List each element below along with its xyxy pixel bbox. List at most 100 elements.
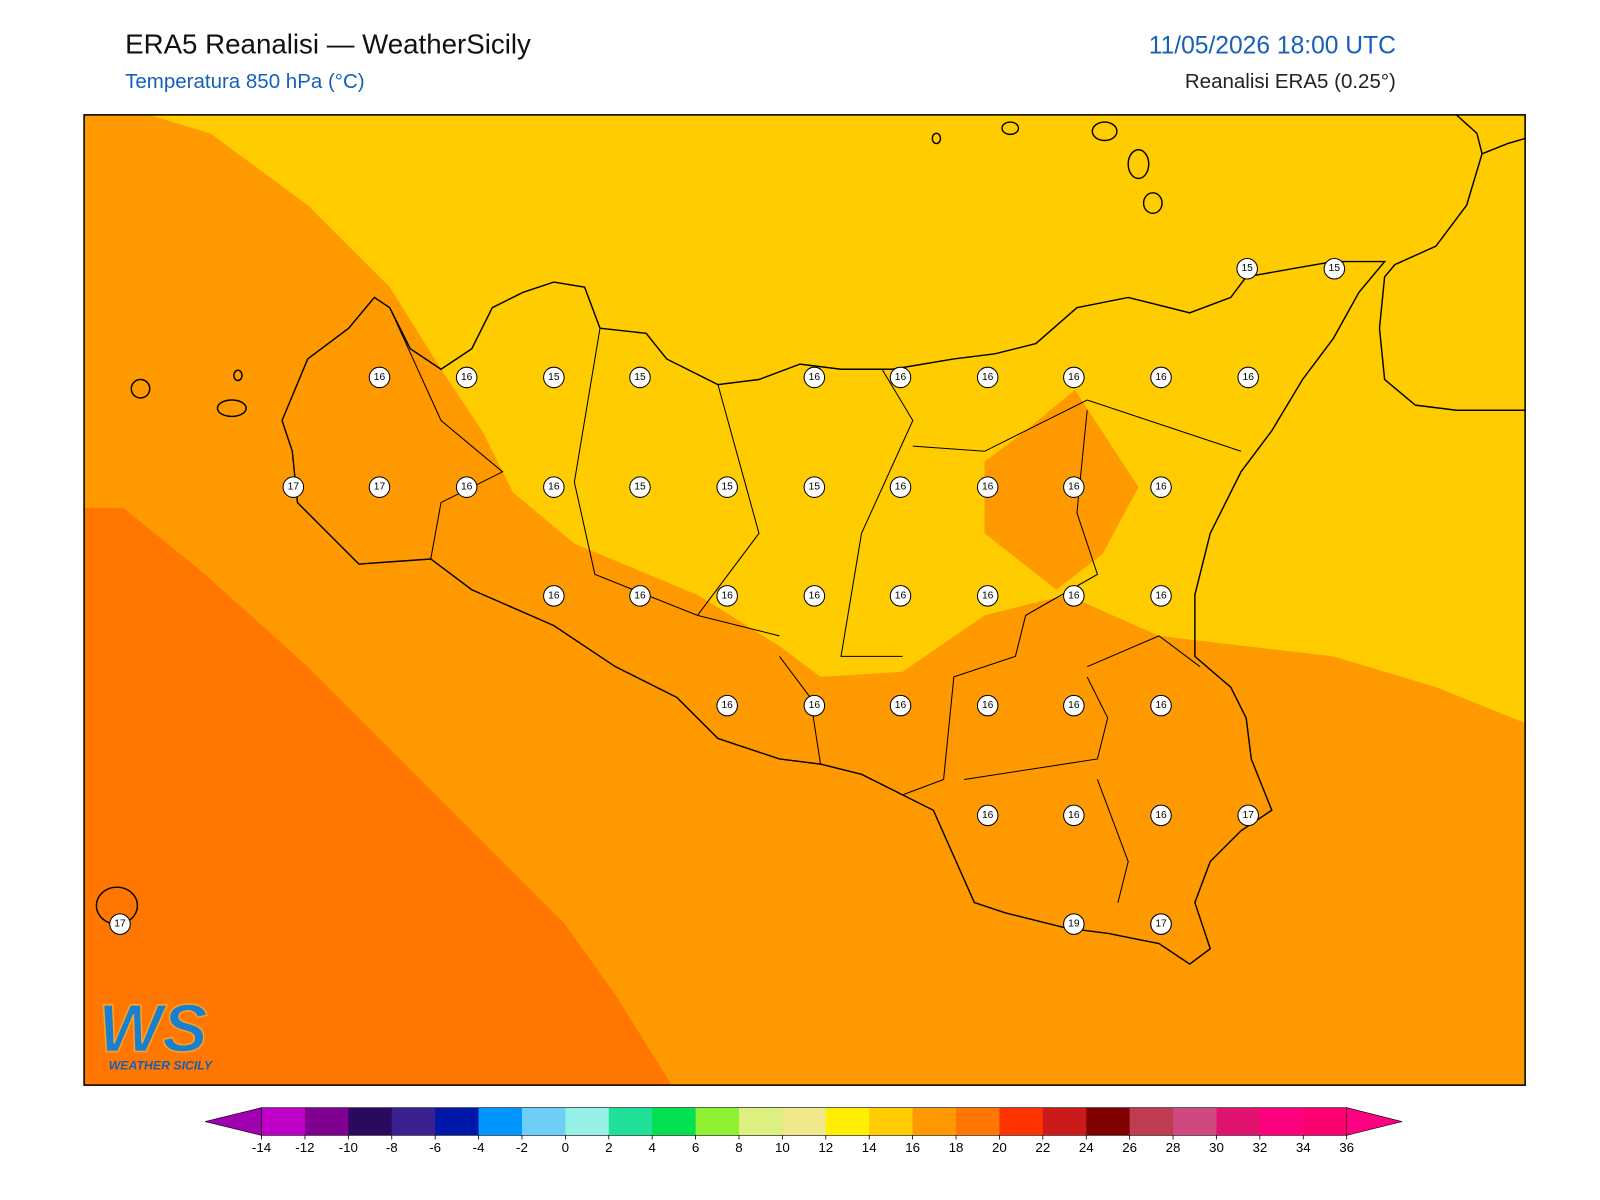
station-marker <box>976 585 999 607</box>
colorbar-tick-label: -2 <box>516 1140 528 1155</box>
station-value: 16 <box>982 372 994 383</box>
colorbar-segment <box>435 1107 480 1136</box>
colorbar-segment <box>1216 1107 1261 1136</box>
station-marker <box>1063 804 1085 827</box>
station-marker <box>716 585 738 607</box>
station-marker <box>629 585 651 607</box>
station-marker <box>1236 257 1258 280</box>
station-marker <box>543 366 565 389</box>
station-marker <box>889 476 912 498</box>
colorbar-segment <box>956 1107 1000 1136</box>
map-frame <box>83 114 1526 1086</box>
colorbar-segment <box>608 1107 653 1136</box>
station-value: 16 <box>1155 590 1167 601</box>
station-marker <box>976 476 999 498</box>
station-value: 16 <box>461 372 473 383</box>
colorbar: -14 -12 -10 -8 -6 -4 -2 0 2 4 6 8 10 12 14 16 18 20 22 24 26… <box>205 1107 1403 1155</box>
station-marker <box>716 694 738 717</box>
colorbar-segment <box>261 1107 306 1136</box>
colorbar-tick-label: 34 <box>1296 1140 1311 1155</box>
station-marker <box>803 476 826 498</box>
station-value: 16 <box>895 482 907 493</box>
station-marker <box>1063 694 1085 717</box>
station-value: 16 <box>982 482 994 493</box>
station-value: 16 <box>374 372 386 383</box>
station-value: 17 <box>288 482 300 493</box>
station-value: 16 <box>1155 372 1167 383</box>
colorbar-segment <box>304 1107 349 1136</box>
colorbar-tick-label: 0 <box>562 1140 569 1155</box>
station-marker <box>803 366 826 389</box>
station-marker <box>889 585 912 607</box>
station-marker <box>1063 476 1085 498</box>
colorbar-tick-label: -6 <box>429 1140 441 1155</box>
colorbar-extend-high <box>1346 1107 1403 1136</box>
station-marker <box>716 476 738 498</box>
station-marker <box>1237 804 1259 827</box>
station-value: 16 <box>1068 482 1080 493</box>
colorbar-tick-label: 10 <box>775 1140 790 1155</box>
station-marker <box>1150 585 1172 607</box>
station-marker <box>803 585 826 607</box>
station-value: 17 <box>114 919 126 930</box>
station-marker <box>1150 694 1172 717</box>
colorbar-tick-label: 14 <box>862 1140 877 1155</box>
station-value: 16 <box>809 700 821 711</box>
station-value: 16 <box>1155 482 1167 493</box>
colorbar-frame <box>261 1107 1347 1136</box>
colorbar-extend-low <box>205 1107 262 1136</box>
subtitle: Temperatura 850 hPa (°C) <box>125 70 365 93</box>
colorbar-segment <box>521 1107 566 1136</box>
station-marker <box>368 476 391 498</box>
station-marker <box>109 913 131 935</box>
station-marker <box>1150 804 1172 827</box>
station-marker <box>1063 366 1085 389</box>
colorbar-segment <box>782 1107 827 1136</box>
colorbar-segment <box>565 1107 610 1136</box>
stations: 15 15 16 16 15 15 16 16 16 16 16 16 17 17 16 16 15 15 15 16… <box>109 257 1346 935</box>
station-marker <box>455 366 478 389</box>
colorbar-tick-label: 2 <box>605 1140 612 1155</box>
colorbar-tick-label: 16 <box>905 1140 920 1155</box>
colorbar-tick-label: 4 <box>648 1140 656 1155</box>
station-value: 16 <box>982 700 994 711</box>
station-marker <box>282 476 305 498</box>
station-value: 15 <box>809 482 821 493</box>
station-value: 16 <box>809 372 821 383</box>
colorbar-tick-label: 8 <box>735 1140 742 1155</box>
station-value: 17 <box>374 482 386 493</box>
station-value: 16 <box>809 590 821 601</box>
station-value: 16 <box>1068 700 1080 711</box>
station-marker <box>976 366 999 389</box>
colorbar-tick-label: 6 <box>692 1140 699 1155</box>
colorbar-tick-label: 24 <box>1079 1140 1094 1155</box>
station-marker <box>1323 257 1346 280</box>
station-value: 16 <box>982 590 994 601</box>
station-value: 16 <box>548 590 560 601</box>
station-value: 16 <box>1068 810 1080 821</box>
datetime: 11/05/2026 18:00 UTC <box>1149 32 1396 59</box>
station-value: 16 <box>1155 700 1167 711</box>
station-marker <box>976 804 999 827</box>
station-value: 16 <box>1243 372 1255 383</box>
colorbar-segment <box>869 1107 914 1136</box>
colorbar-tick-label: -4 <box>473 1140 485 1155</box>
colorbar-tick-label: 12 <box>818 1140 833 1155</box>
station-value: 16 <box>895 590 907 601</box>
station-value: 16 <box>982 810 994 821</box>
station-marker <box>889 366 912 389</box>
colorbar-segment <box>348 1107 393 1136</box>
station-value: 16 <box>721 590 733 601</box>
station-value: 16 <box>721 700 733 711</box>
colorbar-segment <box>1173 1107 1217 1136</box>
colorbar-tick-label: 30 <box>1209 1140 1224 1155</box>
station-value: 16 <box>634 590 646 601</box>
logo-mark: WS <box>98 991 207 1066</box>
coastline <box>95 114 1526 965</box>
map: 15 15 16 16 15 15 16 16 16 16 16 16 17 17 16 16 15 15 15 16… <box>84 114 1526 1086</box>
colorbar-tick-label: -10 <box>339 1140 358 1155</box>
station-marker <box>1063 585 1085 607</box>
station-value: 16 <box>548 482 560 493</box>
colorbar-segment <box>1303 1107 1348 1136</box>
station-value: 16 <box>895 372 907 383</box>
